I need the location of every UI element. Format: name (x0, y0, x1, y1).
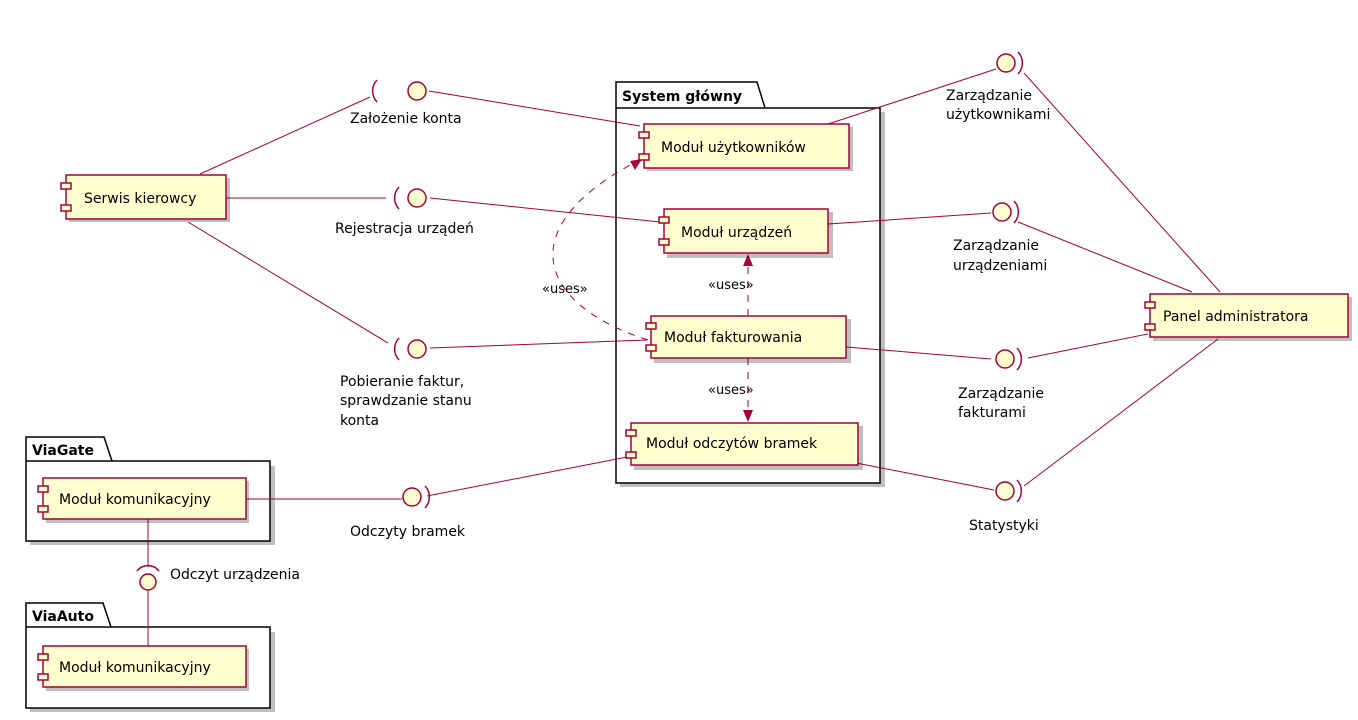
provided-interface-icon (402, 487, 422, 507)
interface-label: Odczyty bramek (350, 524, 466, 540)
provided-interface-icon (407, 339, 427, 359)
link-odczyty-odczytow (426, 456, 628, 497)
package-title: ViaGate (32, 443, 94, 459)
dependency-fakturowania-urzadzen: «uses» (708, 254, 754, 316)
interface-zalozenie-konta: Założenie konta (350, 79, 462, 127)
link-zarz-urz-panel (1017, 221, 1193, 293)
component-label: Moduł komunikacyjny (59, 492, 211, 508)
package-title: ViaAuto (32, 609, 94, 625)
component-icon (37, 505, 49, 513)
interface-zarzadzanie-urzadzeniami: Zarządzanie urządzeniami (953, 200, 1047, 274)
component-label: Panel administratora (1163, 309, 1308, 325)
required-socket-icon (1017, 51, 1024, 75)
link-pobieranie-fakturowania (429, 339, 648, 349)
link-statystyki-panel (1023, 338, 1219, 487)
interface-statystyki: Statystyki (969, 479, 1039, 534)
component-modul-fakturowania[interactable]: Moduł fakturowania (645, 315, 851, 363)
provided-interface-icon (995, 349, 1015, 369)
component-icon (625, 451, 637, 459)
component-modul-urzadzen[interactable]: Moduł urządzeń (658, 208, 833, 258)
component-label: Moduł odczytów bramek (646, 436, 818, 452)
link-serwis-pobieranie (187, 221, 389, 344)
link-rejestracja-urzadzen (429, 197, 661, 223)
interface-label: Założenie konta (350, 111, 462, 127)
provided-interface-icon (139, 573, 157, 591)
component-viaauto-modul-komunikacyjny[interactable]: Moduł komunikacyjny (37, 645, 249, 691)
required-socket-icon (424, 485, 431, 509)
component-label: Moduł komunikacyjny (59, 660, 211, 676)
component-icon (1144, 301, 1156, 309)
uses-label: «uses» (708, 383, 754, 398)
interface-label: Statystyki (969, 518, 1039, 534)
component-label: Moduł użytkowników (661, 140, 806, 156)
component-icon (37, 673, 49, 681)
link-odczytow-statystyki (845, 460, 995, 491)
required-socket-icon (1016, 347, 1023, 371)
component-icon (60, 204, 72, 212)
link-urzadzen-zarz-urz (827, 212, 992, 225)
component-icon (37, 653, 49, 661)
component-serwis-kierowcy[interactable]: Serwis kierowcy (60, 174, 230, 222)
uses-label: «uses» (542, 282, 588, 297)
links (147, 68, 1221, 646)
component-label: Moduł urządzeń (681, 225, 792, 241)
provided-interface-icon (996, 53, 1016, 73)
required-socket-icon (393, 186, 400, 210)
required-socket-icon (393, 337, 400, 361)
component-label: Moduł fakturowania (664, 330, 802, 346)
link-zarz-uzyt-panel (1023, 72, 1221, 293)
component-panel-administratora[interactable]: Panel administratora (1144, 293, 1352, 341)
required-socket-icon (1013, 200, 1020, 224)
provided-interface-icon (407, 81, 427, 101)
dependency-fakturowania-uzytkownikow: «uses» (542, 159, 649, 341)
required-socket-icon (371, 79, 378, 103)
component-modul-odczytow-bramek[interactable]: Moduł odczytów bramek (625, 422, 863, 470)
component-modul-uzytkownikow[interactable]: Moduł użytkowników (638, 123, 853, 171)
uses-label: «uses» (708, 278, 754, 293)
component-icon (37, 485, 49, 493)
interface-zarzadzanie-uzytkownikami: Zarządzanie użytkownikami (946, 51, 1050, 123)
component-icon (645, 322, 657, 330)
provided-interface-icon (407, 188, 427, 208)
component-viagate-modul-komunikacyjny[interactable]: Moduł komunikacyjny (37, 477, 249, 523)
component-icon (638, 131, 650, 139)
component-icon (645, 344, 657, 352)
provided-interface-icon (995, 481, 1015, 501)
component-label: Serwis kierowcy (84, 191, 196, 207)
interface-pobieranie-faktur: Pobieranie faktur, sprawdzanie stanu kon… (340, 337, 476, 429)
link-uzytkownikow-zarz-uzyt (824, 68, 997, 126)
link-zalozenie-uzytkownikow (428, 90, 641, 127)
interface-label: Zarządzanie urządzeniami (953, 238, 1047, 274)
interface-label: Rejestracja urządeń (335, 221, 474, 237)
package-title: System główny (622, 89, 742, 105)
interface-label: Zarządzanie użytkownikami (946, 88, 1050, 123)
component-icon (658, 238, 670, 246)
required-socket-icon (136, 564, 160, 572)
interface-zarzadzanie-fakturami: Zarządzanie fakturami (958, 347, 1049, 421)
link-serwis-zalozenie (199, 96, 371, 175)
interface-label: Odczyt urządzenia (170, 567, 300, 583)
interface-odczyty-bramek: Odczyty bramek (350, 485, 466, 540)
component-icon (60, 182, 72, 190)
component-icon (658, 216, 670, 224)
provided-interface-icon (992, 202, 1012, 222)
interface-odczyt-urzadzenia: Odczyt urządzenia (136, 564, 300, 591)
component-icon (1144, 323, 1156, 331)
interface-rejestracja: Rejestracja urządeń (335, 186, 474, 237)
link-fakturowania-zarz-fakt (845, 346, 992, 360)
interface-label: Zarządzanie fakturami (958, 386, 1049, 421)
component-icon (638, 153, 650, 161)
interface-label: Pobieranie faktur, sprawdzanie stanu kon… (340, 374, 476, 429)
required-socket-icon (1016, 479, 1023, 503)
link-zarz-fakt-panel (1027, 333, 1149, 359)
dependency-fakturowania-odczytow: «uses» (708, 358, 754, 422)
component-icon (625, 429, 637, 437)
